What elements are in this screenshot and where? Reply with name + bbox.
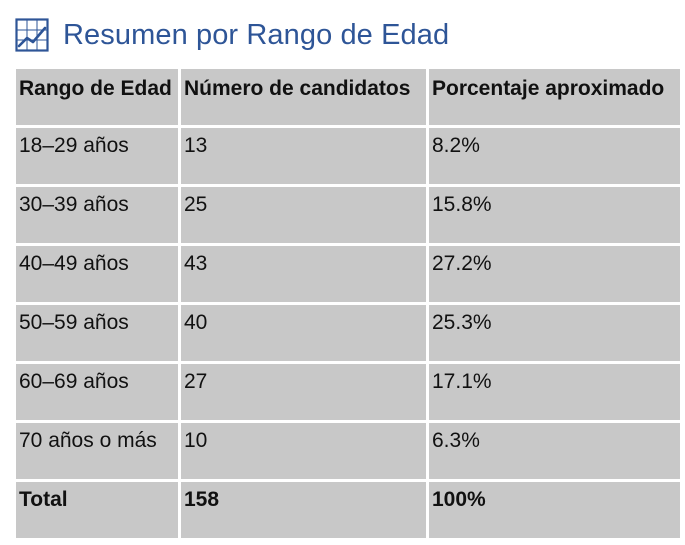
cell-candidates: 13 — [181, 128, 426, 184]
chart-icon — [15, 18, 49, 52]
table-row: 18–29 años 13 8.2% — [16, 128, 680, 184]
cell-percentage: 27.2% — [429, 246, 680, 302]
header-cell-age-range: Rango de Edad — [16, 69, 178, 125]
cell-candidates: 25 — [181, 187, 426, 243]
cell-percentage: 15.8% — [429, 187, 680, 243]
cell-age-range: 18–29 años — [16, 128, 178, 184]
table-total-row: Total 158 100% — [16, 482, 680, 538]
cell-candidates: 10 — [181, 423, 426, 479]
total-label: Total — [16, 482, 178, 538]
total-candidates: 158 — [181, 482, 426, 538]
table-row: 70 años o más 10 6.3% — [16, 423, 680, 479]
header-cell-percentage: Porcentaje aproximado — [429, 69, 680, 125]
cell-age-range: 50–59 años — [16, 305, 178, 361]
cell-percentage: 6.3% — [429, 423, 680, 479]
cell-percentage: 25.3% — [429, 305, 680, 361]
table-row: 30–39 años 25 15.8% — [16, 187, 680, 243]
header-cell-candidates: Número de candidatos — [181, 69, 426, 125]
table-row: 40–49 años 43 27.2% — [16, 246, 680, 302]
table-row: 50–59 años 40 25.3% — [16, 305, 680, 361]
cell-candidates: 43 — [181, 246, 426, 302]
cell-age-range: 70 años o más — [16, 423, 178, 479]
cell-candidates: 27 — [181, 364, 426, 420]
cell-age-range: 40–49 años — [16, 246, 178, 302]
cell-percentage: 17.1% — [429, 364, 680, 420]
total-percentage: 100% — [429, 482, 680, 538]
cell-age-range: 60–69 años — [16, 364, 178, 420]
age-summary-table: Rango de Edad Número de candidatos Porce… — [13, 66, 683, 541]
table-header-row: Rango de Edad Número de candidatos Porce… — [16, 69, 680, 125]
cell-candidates: 40 — [181, 305, 426, 361]
page-title: Resumen por Rango de Edad — [63, 18, 450, 51]
cell-percentage: 8.2% — [429, 128, 680, 184]
cell-age-range: 30–39 años — [16, 187, 178, 243]
table-row: 60–69 años 27 17.1% — [16, 364, 680, 420]
page-header: Resumen por Rango de Edad — [15, 15, 449, 55]
